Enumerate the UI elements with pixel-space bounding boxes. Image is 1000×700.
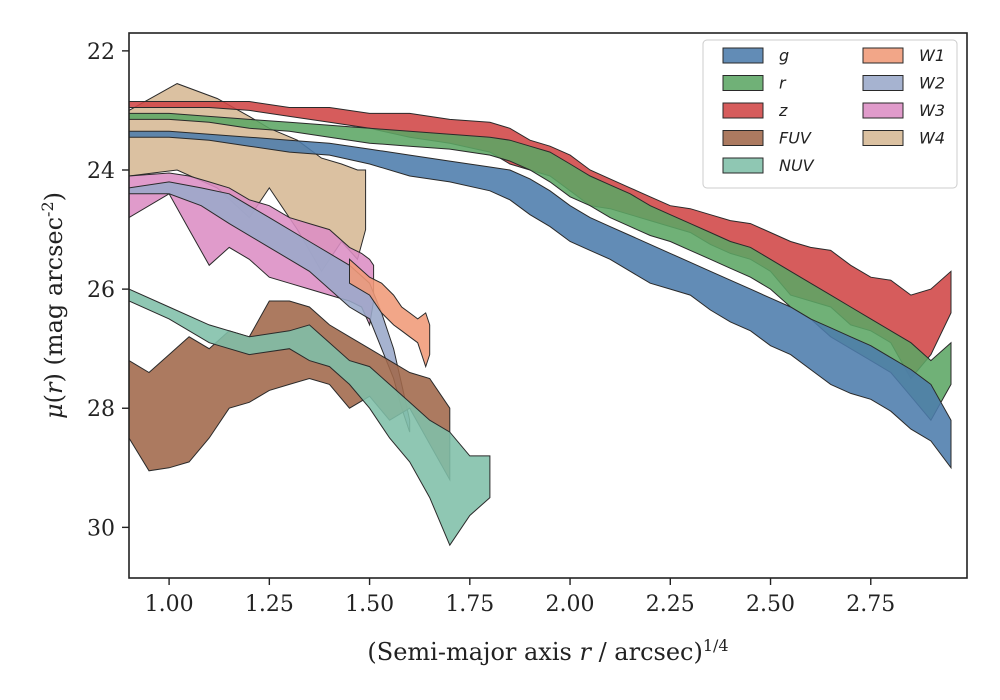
legend-label-g: g	[779, 46, 789, 65]
legend-swatch-w1	[862, 47, 904, 64]
legend-swatch-nuv	[722, 157, 764, 174]
legend-swatch-w3	[862, 102, 904, 119]
x-tick-label: 2.00	[546, 592, 595, 617]
legend-label-r: r	[779, 74, 787, 93]
y-tick-label: 24	[87, 159, 115, 184]
axis-ticks: 1.00 1.25 1.50 1.75 2.00 2.25 2.50 2.75 22 24 26 28…	[87, 40, 895, 617]
band-g	[129, 130, 952, 470]
legend-label-nuv: NUV	[779, 156, 815, 175]
legend-label-w2: W2	[919, 74, 945, 93]
legend-label-z: z	[778, 101, 788, 120]
y-tick-label: 28	[87, 397, 115, 422]
legend-swatch-fuv	[722, 130, 764, 146]
legend-swatch-z	[722, 102, 764, 119]
x-tick-label: 1.25	[245, 592, 294, 617]
y-tick-label: 22	[87, 40, 115, 65]
profile-bands	[129, 83, 952, 547]
band-nuv	[129, 288, 491, 547]
x-tick-label: 2.25	[646, 592, 695, 617]
legend-swatch-w2	[862, 75, 904, 91]
x-tick-label: 2.50	[746, 592, 795, 617]
legend-label-w3: W3	[919, 101, 945, 120]
legend-swatch-w4	[862, 130, 904, 146]
legend-label-w4: W4	[919, 129, 945, 148]
x-tick-label: 1.75	[445, 592, 494, 617]
x-tick-label: 1.50	[345, 592, 394, 617]
x-tick-label: 2.75	[846, 592, 895, 617]
plot-frame	[128, 32, 968, 579]
x-tick-label: 1.00	[145, 592, 194, 617]
band-r	[129, 112, 952, 422]
legend-swatch-r	[722, 75, 764, 91]
legend-swatch-g	[722, 47, 764, 64]
x-axis-label: (Semi-major axis r / arcsec)1/4	[367, 636, 728, 667]
legend: grz FUV NUV W1 W2 W3 W4	[702, 39, 958, 189]
y-tick-label: 30	[87, 516, 115, 541]
legend-label-w1: W1	[919, 46, 945, 65]
y-tick-label: 26	[87, 278, 115, 303]
y-axis-label: μ(r) (mag arcsec-2)	[38, 192, 69, 419]
legend-label-fuv: FUV	[779, 129, 812, 148]
band-w1	[349, 258, 431, 369]
